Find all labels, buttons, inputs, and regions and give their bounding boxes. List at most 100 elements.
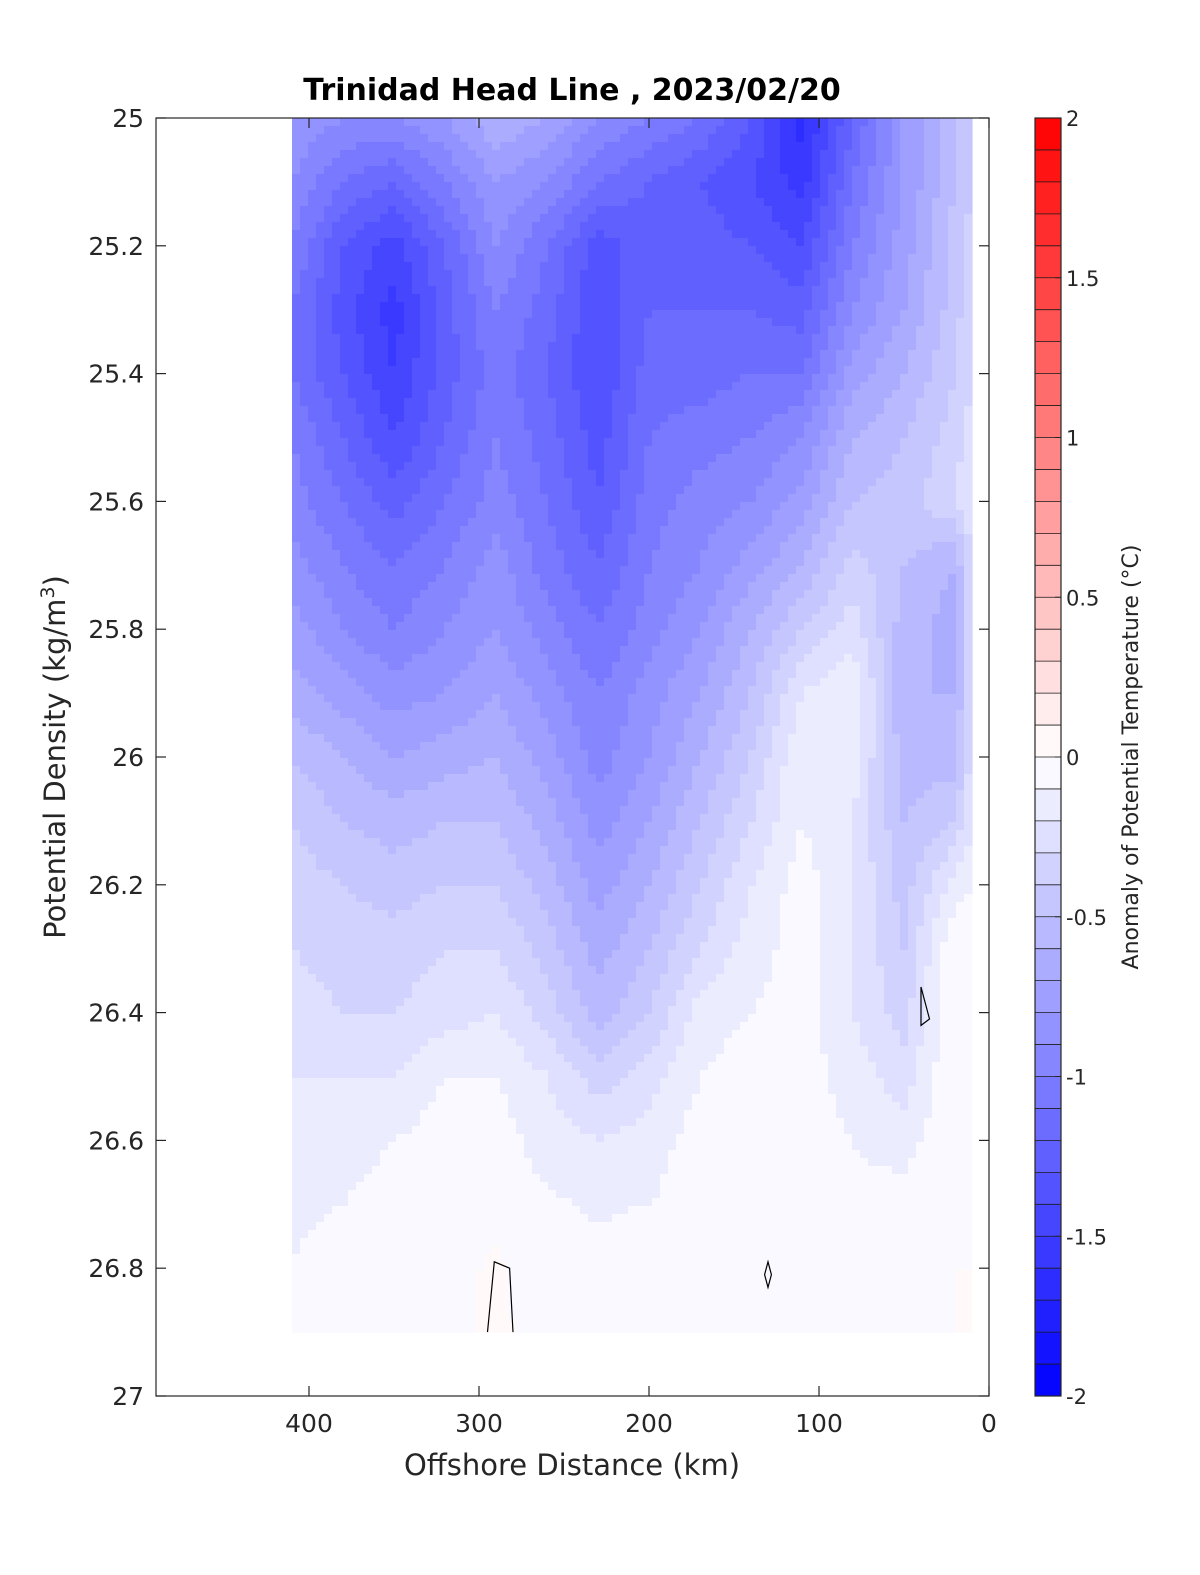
contour-cell <box>388 750 405 759</box>
contour-cell <box>900 942 909 951</box>
contour-cell <box>468 662 517 671</box>
contour-cell <box>708 198 765 207</box>
contour-cell <box>532 190 565 199</box>
contour-cell <box>636 526 661 535</box>
contour-cell <box>308 726 365 735</box>
contour-cell <box>628 1206 973 1215</box>
contour-cell <box>932 238 949 247</box>
contour-cell <box>636 622 669 631</box>
contour-cell <box>780 142 813 151</box>
contour-cell <box>852 358 877 367</box>
contour-cell <box>660 862 685 871</box>
contour-cell <box>588 254 621 263</box>
contour-cell <box>556 1046 589 1055</box>
contour-cell <box>492 222 509 231</box>
contour-cell <box>500 1254 973 1263</box>
contour-cell <box>556 526 581 535</box>
contour-cell <box>620 374 637 383</box>
contour-cell <box>580 222 725 231</box>
contour-cell <box>644 358 805 367</box>
contour-cell <box>908 286 925 295</box>
contour-cell <box>388 294 397 303</box>
contour-cell <box>932 470 957 479</box>
contour-cell <box>956 766 965 775</box>
contour-cell <box>476 318 525 327</box>
contour-cell <box>524 342 549 351</box>
contour-cell <box>572 182 597 191</box>
contour-cell <box>620 734 653 743</box>
contour-cell <box>500 638 541 647</box>
contour-cell <box>908 926 917 935</box>
contour-cell <box>644 446 733 455</box>
contour-cell <box>484 382 517 391</box>
contour-cell <box>476 310 533 319</box>
contour-cell <box>476 1310 509 1319</box>
contour-cell <box>452 406 477 415</box>
contour-cell <box>292 606 301 615</box>
contour-cell <box>780 694 805 703</box>
contour-cell <box>844 238 853 247</box>
contour-cell <box>604 966 637 975</box>
contour-cell <box>380 302 405 311</box>
contour-cell <box>620 366 637 375</box>
contour-cell <box>540 830 565 839</box>
contour-cell <box>940 894 965 903</box>
contour-cell <box>692 1102 837 1111</box>
contour-cell <box>860 630 877 639</box>
contour-cell <box>452 294 477 303</box>
contour-cell <box>548 142 573 151</box>
contour-cell <box>452 278 469 287</box>
contour-cell <box>900 606 941 615</box>
contour-cell <box>796 118 805 127</box>
contour-cell <box>804 358 821 367</box>
contour-cell <box>324 270 341 279</box>
contour-cell <box>692 638 725 647</box>
contour-cell <box>292 422 317 431</box>
contour-cell <box>724 766 749 775</box>
contour-cell <box>940 318 957 327</box>
contour-cell <box>420 486 453 495</box>
contour-cell <box>292 478 301 487</box>
contour-cell <box>940 862 957 871</box>
contour-cell <box>892 878 917 887</box>
contour-cell <box>628 926 661 935</box>
contour-cell <box>860 430 909 439</box>
contour-cell <box>948 582 957 591</box>
contour-cell <box>628 982 661 991</box>
contour-cell <box>668 1150 861 1159</box>
contour-cell <box>428 646 477 655</box>
contour-cell <box>780 550 805 559</box>
contour-cell <box>660 630 701 639</box>
zero-contour-line <box>920 986 931 1027</box>
contour-cell <box>380 454 413 463</box>
contour-cell <box>508 222 533 231</box>
contour-cell <box>460 598 517 607</box>
contour-cell <box>788 870 821 879</box>
contour-cell <box>772 318 805 327</box>
contour-cell <box>700 886 725 895</box>
contour-cell <box>452 190 477 199</box>
contour-cell <box>500 462 541 471</box>
contour-cell <box>292 870 333 879</box>
contour-cell <box>836 662 861 671</box>
contour-cell <box>356 894 421 903</box>
contour-cell <box>956 774 965 783</box>
contour-cell <box>628 918 661 927</box>
contour-cell <box>860 758 869 767</box>
contour-cell <box>476 414 525 423</box>
contour-cell <box>308 494 341 503</box>
contour-cell <box>612 510 637 519</box>
contour-cell <box>860 750 877 759</box>
contour-cell <box>812 198 829 207</box>
contour-cell <box>740 774 765 783</box>
contour-cell <box>796 566 821 575</box>
contour-cell <box>292 1070 397 1079</box>
contour-cell <box>468 270 485 279</box>
contour-cell <box>476 574 517 583</box>
contour-cell <box>732 1030 821 1039</box>
contour-cell <box>500 542 533 551</box>
contour-cell <box>468 718 509 727</box>
contour-cell <box>716 902 749 911</box>
contour-cell <box>876 870 893 879</box>
contour-cell <box>636 494 677 503</box>
